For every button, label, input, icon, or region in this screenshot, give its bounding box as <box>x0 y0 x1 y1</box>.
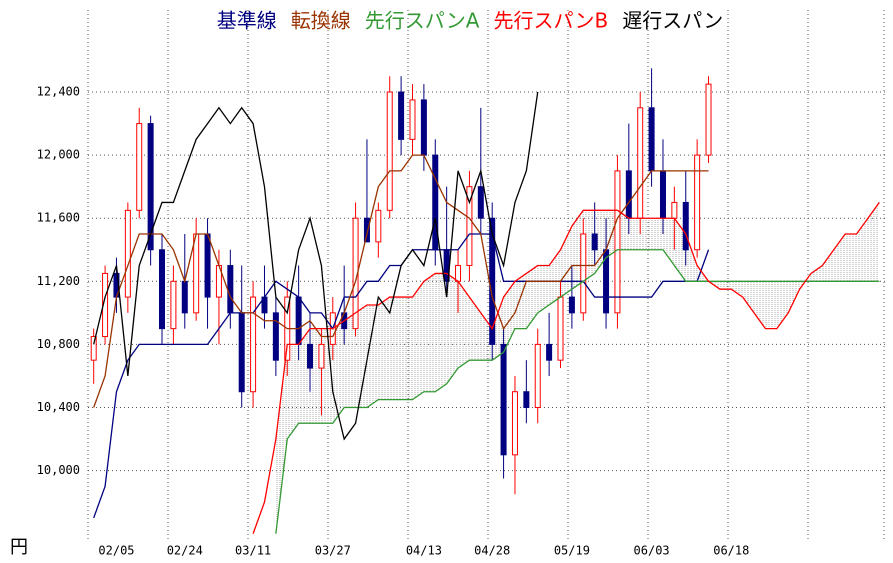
candle-body <box>671 201 678 219</box>
candle-body <box>420 99 427 156</box>
line-series <box>93 91 539 441</box>
candle-body <box>181 280 188 314</box>
x-tick-label: 05/19 <box>554 544 590 558</box>
candle-body <box>307 343 314 369</box>
candle-body <box>398 91 405 140</box>
candle-body <box>159 249 166 330</box>
candle-body <box>614 170 621 314</box>
x-tick-label: 03/11 <box>235 544 271 558</box>
candle-body <box>625 170 632 219</box>
legend-entry: 先行スパンA <box>365 9 480 33</box>
candle-body <box>238 312 245 393</box>
candle-body <box>580 233 587 314</box>
candle-body <box>637 107 644 219</box>
x-tick-label: 03/27 <box>315 544 351 558</box>
candle-body <box>90 336 97 361</box>
candle-body <box>466 186 473 267</box>
candle-body <box>124 209 131 298</box>
candle-body <box>363 217 370 243</box>
legend-entry: 遅行スパン <box>622 9 723 33</box>
candle-body <box>227 265 234 314</box>
y-tick-label: 10,800 <box>37 337 80 351</box>
candle-body <box>386 91 393 211</box>
candle-body <box>705 83 712 156</box>
x-tick-label: 04/28 <box>474 544 510 558</box>
line-series <box>252 202 880 534</box>
candle-body <box>568 296 575 314</box>
legend-entry: 先行スパンB <box>493 9 608 33</box>
x-tick-label: 06/03 <box>634 544 670 558</box>
plot-area <box>90 68 880 534</box>
candle-body <box>659 170 666 219</box>
cloud <box>275 202 880 534</box>
y-tick-label: 12,000 <box>37 148 80 162</box>
y-tick-label: 11,200 <box>37 274 80 288</box>
y-tick-label: 10,000 <box>37 463 80 477</box>
candle-body <box>694 154 701 251</box>
y-unit: 円 <box>10 537 28 558</box>
candle-body <box>546 343 553 361</box>
candle-body <box>409 99 416 140</box>
legend-entry: 基準線 <box>217 9 277 33</box>
candle-body <box>432 154 439 251</box>
candle-body <box>204 233 211 298</box>
candle-body <box>193 233 200 314</box>
legend-entry: 転換線 <box>291 9 351 33</box>
candle-body <box>318 343 325 369</box>
candle-body <box>250 296 257 393</box>
x-tick-label: 02/05 <box>98 544 134 558</box>
candle-body <box>523 391 530 409</box>
y-tick-label: 10,400 <box>37 400 80 414</box>
line-series <box>275 249 880 534</box>
candle-body <box>455 265 462 282</box>
candle-body <box>557 296 564 361</box>
candle-body <box>295 296 302 345</box>
line-series <box>93 154 709 408</box>
candle-body <box>375 209 382 243</box>
candle-body <box>147 123 154 251</box>
candle-body <box>591 233 598 251</box>
candle-body <box>534 343 541 408</box>
candle-body <box>272 312 279 361</box>
candle-body <box>500 343 507 456</box>
x-tick-label: 04/13 <box>406 544 442 558</box>
x-tick-label: 02/24 <box>167 544 203 558</box>
y-tick-label: 12,400 <box>37 85 80 99</box>
candle-body <box>648 107 655 172</box>
candle-body <box>682 201 689 251</box>
candle-body <box>136 123 143 211</box>
candle-body <box>170 280 177 330</box>
candle-body <box>477 186 484 219</box>
y-tick-label: 11,600 <box>37 211 80 225</box>
candle-body <box>511 391 518 456</box>
x-tick-label: 06/18 <box>713 544 749 558</box>
